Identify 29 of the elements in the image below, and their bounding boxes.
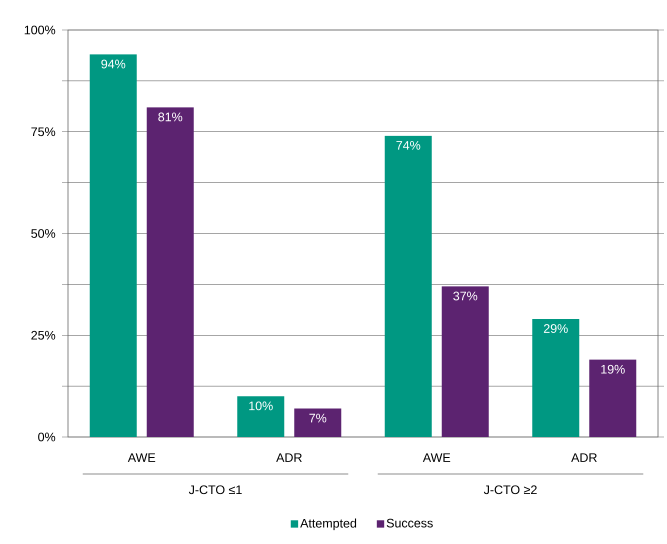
data-label: 74% — [396, 141, 420, 150]
legend-label: Attempted — [300, 518, 356, 530]
y-tick-label: 50% — [31, 229, 56, 238]
y-tick-label: 100% — [24, 26, 56, 34]
bar — [237, 396, 284, 437]
bar — [294, 408, 342, 437]
bar — [90, 54, 137, 437]
bar — [384, 136, 432, 437]
bar — [146, 107, 194, 437]
y-tick-label: 0% — [38, 432, 56, 442]
data-label: 37% — [453, 292, 478, 300]
data-label: 19% — [601, 364, 625, 374]
x-tick-label: ADR — [276, 453, 302, 462]
data-label: 10% — [249, 402, 273, 410]
bar — [442, 286, 489, 437]
data-label: 81% — [158, 112, 182, 122]
data-label: 94% — [101, 60, 126, 68]
text: J-CTO ≥2 — [484, 485, 537, 494]
legend-label: Success — [386, 518, 433, 528]
bar — [532, 318, 580, 437]
x-tick-label: AWE — [422, 453, 450, 462]
text: J-CTO ≤1 — [188, 485, 242, 494]
y-tick-label: 75% — [31, 127, 56, 136]
data-label: 29% — [544, 324, 568, 333]
data-label: 7% — [309, 414, 326, 422]
x-tick-label: AWE — [128, 453, 156, 462]
x-tick-label: ADR — [571, 453, 597, 462]
bar — [589, 360, 636, 437]
y-tick-label: 25% — [31, 330, 56, 340]
